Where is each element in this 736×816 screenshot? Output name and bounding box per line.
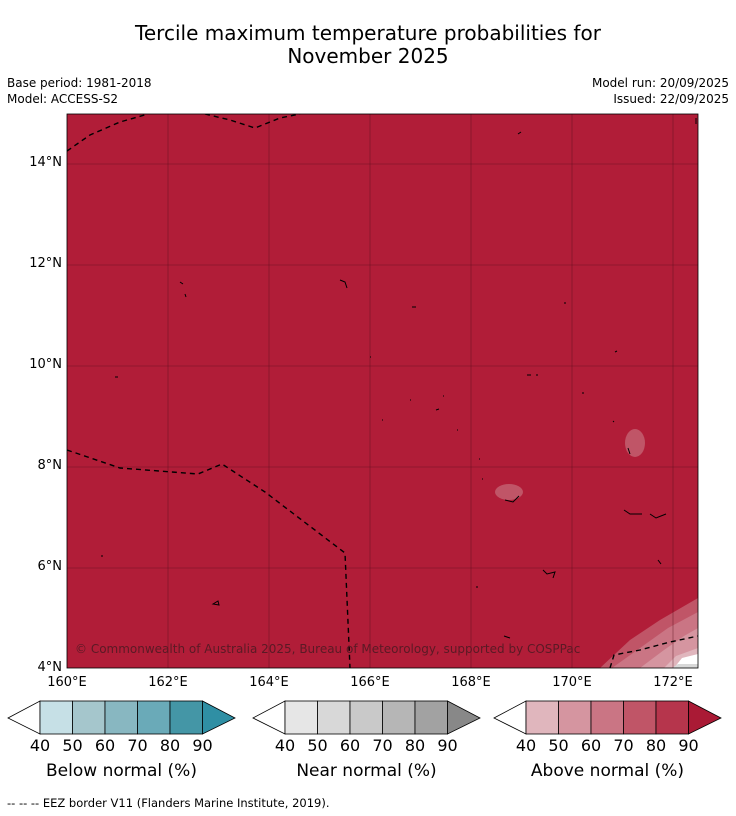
colorbar-above-tick: 70 <box>613 736 634 755</box>
colorbar-below-tick: 90 <box>192 736 213 755</box>
above-normal-label: Above normal (%) <box>530 761 685 781</box>
colorbar-below-tick: 40 <box>29 736 51 755</box>
colorbar-below-tick: 80 <box>159 736 181 755</box>
colorbar-above-tick: 50 <box>548 736 569 755</box>
x-tick-label: 170°E <box>552 675 592 690</box>
x-tick-label: 164°E <box>249 675 289 690</box>
eez-borders <box>67 114 698 668</box>
x-tick-label: 168°E <box>451 675 491 690</box>
colorbar-above-tick: 40 <box>515 736 537 755</box>
island-patch <box>495 484 523 500</box>
colorbar-near-tick: 60 <box>339 736 361 755</box>
y-tick-label: 12°N <box>29 256 62 271</box>
map-panel: © Commonwealth of Australia 2025, Bureau… <box>66 113 699 669</box>
base-period: Base period: 1981-2018 <box>7 76 152 90</box>
y-tick-label: 4°N <box>37 660 63 675</box>
x-tick-label: 160°E <box>47 675 87 690</box>
x-tick-label: 166°E <box>350 675 390 690</box>
y-tick-label: 10°N <box>29 357 62 372</box>
below-normal-label: Below normal (%) <box>46 761 197 781</box>
meta-right: Model run: 20/09/2025 Issued: 22/09/2025 <box>592 75 729 107</box>
colorbar-above-tick: 80 <box>645 736 667 755</box>
colorbar-near-tick: 80 <box>404 736 426 755</box>
colorbar-legend <box>7 700 722 735</box>
colorbar-above-tick: 90 <box>678 736 699 755</box>
gridlines <box>67 114 698 668</box>
colorbar-near-tick: 50 <box>307 736 328 755</box>
probability-gradient-bands <box>600 598 698 668</box>
chart-title: Tercile maximum temperature probabilitie… <box>0 22 736 68</box>
y-tick-label: 8°N <box>37 458 63 473</box>
colorbar-below-tick: 60 <box>94 736 116 755</box>
copyright-notice: © Commonwealth of Australia 2025, Bureau… <box>75 642 580 656</box>
issued-date: Issued: 22/09/2025 <box>613 92 729 106</box>
colorbar-below <box>7 700 236 735</box>
probability-field <box>67 114 698 668</box>
y-tick-label: 6°N <box>37 559 63 574</box>
y-tick-label: 14°N <box>29 155 62 170</box>
colorbar-near-tick: 40 <box>274 736 296 755</box>
x-tick-label: 172°E <box>653 675 693 690</box>
colorbar-below-tick: 70 <box>127 736 148 755</box>
title-line-2: November 2025 <box>287 44 449 68</box>
colorbar-near <box>252 700 481 735</box>
x-tick-label: 162°E <box>148 675 188 690</box>
colorbar-below-tick: 50 <box>62 736 83 755</box>
colorbar-above-tick: 60 <box>580 736 602 755</box>
model-run: Model run: 20/09/2025 <box>591 76 729 90</box>
colorbar-near-tick: 90 <box>437 736 458 755</box>
meta-left: Base period: 1981-2018 Model: ACCESS-S2 <box>7 75 152 107</box>
eez-footnote: -- -- -- EEZ border V11 (Flanders Marine… <box>7 796 330 810</box>
colorbar-above <box>493 700 722 735</box>
near-normal-label: Near normal (%) <box>296 761 437 781</box>
island-patch <box>625 429 645 457</box>
model-name: Model: ACCESS-S2 <box>7 92 119 106</box>
title-line-1: Tercile maximum temperature probabilitie… <box>135 21 601 45</box>
atoll-outlines <box>101 118 697 639</box>
colorbar-near-tick: 70 <box>372 736 393 755</box>
map-frame <box>66 113 699 669</box>
